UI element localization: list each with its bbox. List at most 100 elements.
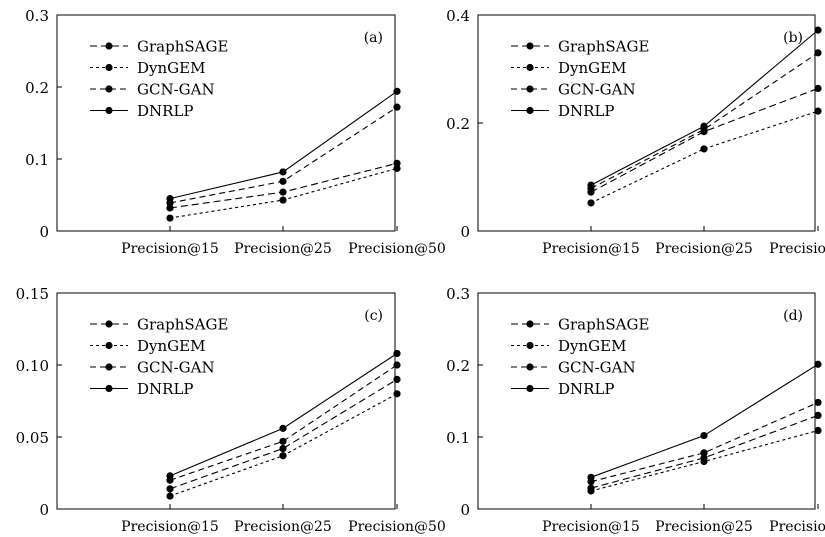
chart-panel-d: 0 0.1 0.2 0.3 Precision@15 Precision@25 Precis…	[446, 285, 825, 535]
data-point	[279, 196, 287, 204]
data-point	[279, 437, 287, 445]
data-point	[700, 145, 708, 153]
data-point	[587, 473, 595, 481]
data-point	[279, 452, 287, 460]
y-tick-label: 0.05	[16, 429, 49, 447]
legend-label: DynGEM	[558, 337, 626, 355]
y-tick-label: 0.1	[446, 429, 470, 447]
x-tick-label: Precision@15	[542, 241, 640, 257]
legend-label: GraphSAGE	[558, 316, 649, 334]
plot-frame	[56, 14, 396, 232]
y-tick-label: 0.15	[16, 285, 49, 303]
y-tick-label: 0.2	[25, 79, 49, 97]
legend-marker	[105, 85, 113, 93]
data-point	[700, 457, 708, 466]
x-tick-label: Precision@50	[348, 241, 446, 257]
data-point	[393, 164, 401, 172]
legend-label: GraphSAGE	[558, 38, 649, 56]
data-point	[393, 87, 401, 95]
legend-marker	[526, 85, 534, 93]
legend-label: GraphSAGE	[137, 316, 228, 334]
data-point	[279, 188, 287, 196]
data-point	[814, 49, 822, 57]
y-tick-label: 0.3	[446, 285, 470, 303]
series-line-graphsage	[169, 378, 398, 490]
y-tick-label: 0	[39, 223, 49, 241]
data-point	[393, 159, 401, 167]
data-point	[279, 424, 287, 432]
data-point	[814, 360, 822, 368]
data-point	[166, 204, 174, 212]
y-tick-label: 0.2	[446, 115, 470, 133]
y-tick-label: 0.3	[25, 7, 49, 25]
x-tick-label: Precision@50	[348, 519, 446, 535]
data-point	[166, 492, 174, 500]
data-point	[814, 107, 822, 115]
x-tick-label: Precision@50	[769, 519, 825, 535]
data-point	[814, 26, 822, 34]
data-point	[166, 472, 174, 480]
chart-panel-b: 0 0.2 0.4 Precision@15 Precision@25 Precision…	[446, 7, 825, 257]
data-point	[279, 444, 287, 453]
legend-marker	[105, 320, 113, 328]
series-line-gcn-gan	[169, 364, 398, 481]
x-tick-label: Precision@15	[542, 519, 640, 535]
legend-marker	[105, 363, 113, 371]
data-point	[814, 84, 822, 93]
x-tick-label: Precision@25	[655, 241, 753, 257]
y-tick-label: 0.2	[446, 357, 470, 375]
y-tick-label: 0	[460, 501, 470, 519]
legend-marker	[105, 63, 113, 72]
data-point	[393, 103, 401, 111]
data-point	[814, 426, 822, 435]
legend-label: DNRLP	[137, 380, 194, 398]
legend-label: GraphSAGE	[137, 38, 228, 56]
x-tick-label: Precision@15	[121, 241, 219, 257]
x-tick-label: Precision@25	[234, 241, 332, 257]
legend-marker	[526, 384, 534, 393]
legend-marker	[526, 106, 534, 115]
data-point	[700, 431, 708, 440]
series-line-graphsage	[590, 87, 819, 193]
x-tick-label: Precision@50	[769, 241, 825, 257]
data-point	[587, 181, 595, 189]
series-line-dyngem	[590, 110, 819, 204]
legend-marker	[105, 341, 113, 350]
legend-label: DNRLP	[558, 102, 615, 120]
data-point	[700, 122, 708, 130]
chart-panel-c: 0 0.05 0.10 0.15 Precision@15 Precision@25 Pre…	[16, 285, 446, 535]
panel-label: (a)	[364, 30, 383, 46]
legend-marker	[105, 106, 113, 115]
data-point	[814, 411, 822, 419]
panel-label: (b)	[783, 30, 803, 46]
data-point	[166, 485, 174, 493]
y-tick-label: 0.4	[446, 7, 470, 25]
legend-marker	[105, 384, 113, 393]
data-point	[587, 199, 595, 207]
y-tick-label: 0.1	[25, 151, 49, 169]
data-point	[166, 214, 174, 222]
legend-marker	[526, 341, 534, 350]
legend-label: DynGEM	[137, 337, 205, 355]
data-point	[814, 398, 822, 407]
data-point	[166, 195, 174, 203]
data-point	[587, 487, 595, 495]
legend-marker	[526, 42, 534, 50]
legend-label: DynGEM	[137, 59, 205, 77]
legend-marker	[526, 363, 534, 371]
data-point	[700, 449, 708, 457]
x-tick-label: Precision@25	[655, 519, 753, 535]
data-point	[279, 177, 287, 185]
panel-label: (d)	[783, 308, 803, 324]
panel-label: (c)	[364, 308, 383, 324]
legend-label: GCN-GAN	[137, 359, 215, 377]
legend-marker	[526, 320, 534, 328]
chart-panel-a: 0 0.1 0.2 0.3 Precision@15 Precision@25 Precis…	[25, 7, 446, 257]
data-point	[393, 349, 401, 358]
data-point	[279, 168, 287, 176]
legend-marker	[105, 42, 113, 50]
x-tick-label: Precision@25	[234, 519, 332, 535]
y-tick-label: 0	[460, 223, 470, 241]
series-line-gcn-gan	[590, 52, 819, 189]
